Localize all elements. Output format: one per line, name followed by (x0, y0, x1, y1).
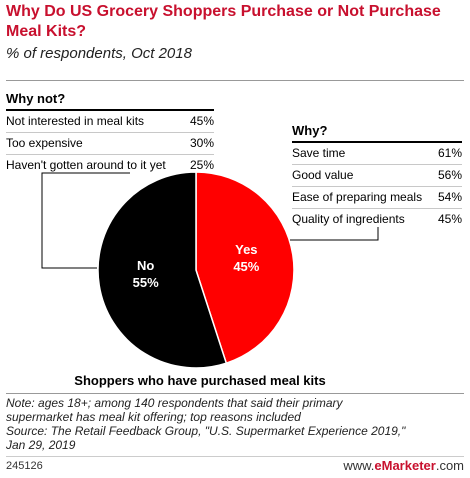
pie-slices (97, 171, 295, 369)
footer-divider (6, 393, 464, 394)
row-label: Haven't gotten around to it yet (6, 158, 166, 172)
leader-line-no (41, 172, 130, 269)
why-row: Ease of preparing meals 54% (292, 187, 462, 209)
why-list: Save time 61% Good value 56% Ease of prepari… (292, 143, 462, 230)
row-label: Quality of ingredients (292, 212, 405, 226)
chart-title-main: Why Do US Grocery Shoppers Purchase or N… (6, 3, 441, 40)
row-value: 25% (189, 158, 214, 172)
brand-prefix: www. (343, 458, 375, 473)
brand-suffix: .com (435, 458, 464, 473)
source-text: Source: The Retail Feedback Group, "U.S.… (6, 424, 406, 452)
row-label: Too expensive (6, 136, 83, 150)
notes-block: Note: ages 18+; among 140 respondents th… (6, 396, 464, 452)
why-not-row: Haven't gotten around to it yet 25% (6, 155, 214, 176)
why-not-heading: Why not? (6, 91, 66, 106)
brand-logo: www.eMarketer.com (343, 458, 464, 473)
row-label: Good value (292, 168, 354, 182)
why-not-row: Not interested in meal kits 45% (6, 111, 214, 133)
row-value: 56% (437, 168, 462, 182)
row-value: 45% (437, 212, 462, 226)
pie-label-no: No (137, 258, 154, 273)
why-not-list: Not interested in meal kits 45% Too expens… (6, 111, 214, 176)
pie-slice-no (97, 171, 228, 369)
row-label: Ease of preparing meals (292, 190, 423, 204)
why-heading: Why? (292, 123, 328, 138)
row-label: Not interested in meal kits (6, 114, 145, 128)
row-label: Save time (292, 146, 346, 160)
brand-name: eMarketer (374, 458, 436, 473)
note-text: Note: ages 18+; among 140 respondents th… (6, 396, 343, 424)
pie-value-yes: 45% (233, 259, 259, 274)
chart-id: 245126 (6, 460, 43, 472)
why-not-panel: Why not? Not interested in meal kits 45% T… (6, 88, 214, 176)
why-row: Save time 61% (292, 143, 462, 165)
pie-value-no: 55% (133, 275, 159, 290)
leader-line-yes (290, 227, 379, 241)
why-not-heading-rule (6, 109, 214, 111)
leader-lines (41, 172, 379, 269)
footer-rule (6, 456, 464, 457)
chart-subtitle: % of respondents, Oct 2018 (6, 45, 192, 62)
why-row: Good value 56% (292, 165, 462, 187)
header-divider (6, 80, 464, 81)
why-row: Quality of ingredients 45% (292, 209, 462, 230)
pie-chart-title: Shoppers who have purchased meal kits (74, 373, 326, 388)
row-value: 61% (437, 146, 462, 160)
pie-slice-yes (195, 171, 295, 365)
pie-labels: Yes 45% No 55% (133, 242, 260, 290)
why-heading-rule (292, 141, 462, 143)
why-panel: Why? Save time 61% Good value 56% Ease of pr… (292, 120, 462, 230)
why-not-row: Too expensive 30% (6, 133, 214, 155)
row-value: 45% (189, 114, 214, 128)
pie-label-yes: Yes (235, 242, 257, 257)
row-value: 30% (189, 136, 214, 150)
row-value: 54% (437, 190, 462, 204)
